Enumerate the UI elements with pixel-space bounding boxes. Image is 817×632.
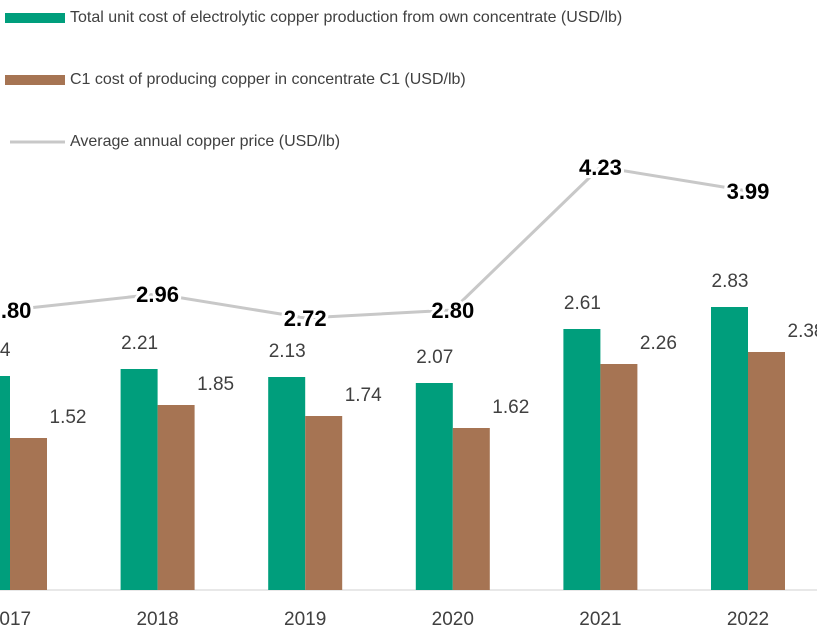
bar xyxy=(157,405,195,590)
bar xyxy=(268,377,306,590)
x-tick-label: 2018 xyxy=(136,609,178,630)
x-tick-label: 2020 xyxy=(432,609,474,630)
x-tick-label: 2021 xyxy=(579,609,621,630)
bar xyxy=(10,438,47,590)
bar xyxy=(600,364,638,590)
bar-value-label: 1.62 xyxy=(492,397,529,418)
bar-value-label: 2.61 xyxy=(564,293,601,314)
bar xyxy=(0,376,10,590)
line-value-label: 4.23 xyxy=(579,155,622,180)
legend-swatch xyxy=(5,13,65,23)
bar xyxy=(452,428,490,590)
legend-label: C1 cost of producing copper in concentra… xyxy=(70,71,466,88)
bar xyxy=(748,352,785,590)
bar-value-label: 2.13 xyxy=(269,341,306,362)
bar xyxy=(711,307,748,590)
bar xyxy=(120,369,158,590)
bar-value-label: 2.83 xyxy=(712,271,749,292)
bar-value-label: 1.85 xyxy=(197,374,234,395)
bar xyxy=(415,383,453,590)
bar-value-label: 2.14 xyxy=(0,340,11,361)
line-value-label: 2.72 xyxy=(284,306,327,331)
line-value-label: 2.80 xyxy=(0,298,31,323)
bar-value-label: 1.52 xyxy=(50,407,87,428)
line-value-label: 2.96 xyxy=(136,282,179,307)
bar-value-label: 1.74 xyxy=(345,385,382,406)
legend-label: Average annual copper price (USD/lb) xyxy=(70,133,340,150)
x-tick-label: 2019 xyxy=(284,609,326,630)
line-value-label: 3.99 xyxy=(727,179,770,204)
legend-swatch xyxy=(5,75,65,85)
price-line xyxy=(9,165,749,320)
line-value-label: 2.80 xyxy=(431,298,474,323)
bar xyxy=(305,416,343,590)
legend-label: Total unit cost of electrolytic copper p… xyxy=(70,9,622,26)
bar-value-label: 2.07 xyxy=(416,347,453,368)
x-tick-label: 2022 xyxy=(727,609,769,630)
bar-value-label: 2.21 xyxy=(121,333,158,354)
bar-value-label: 2.26 xyxy=(640,333,677,354)
bar xyxy=(563,329,601,590)
bar-value-label: 2.38 xyxy=(788,321,817,342)
x-tick-label: 2017 xyxy=(0,609,31,630)
